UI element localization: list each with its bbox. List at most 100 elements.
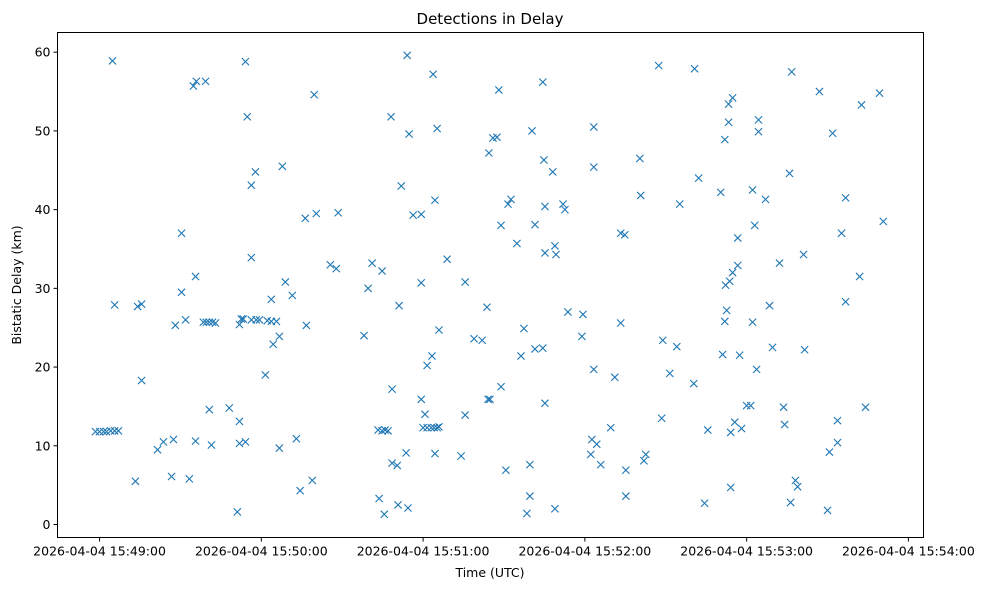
data-point [484, 148, 493, 157]
y-tick-label: 0 [43, 517, 51, 532]
data-point [791, 476, 800, 485]
x-tick-label: 2026-04-04 15:52:00 [518, 544, 651, 559]
data-point [252, 315, 261, 324]
data-point [189, 82, 198, 91]
data-point [433, 124, 442, 133]
data-point [658, 336, 667, 345]
data-point [512, 239, 521, 248]
data-point [761, 195, 770, 204]
data-point [530, 344, 539, 353]
data-point [177, 229, 186, 238]
data-point [153, 445, 162, 454]
data-point [99, 427, 108, 436]
data-point [636, 191, 645, 200]
data-point [292, 434, 301, 443]
data-point [861, 403, 870, 412]
data-point [278, 162, 287, 171]
data-point [525, 460, 534, 469]
data-point [375, 494, 384, 503]
data-point [235, 439, 244, 448]
data-point [497, 221, 506, 230]
data-point [672, 342, 681, 351]
data-point [516, 352, 525, 361]
data-point [378, 267, 387, 276]
data-point [560, 205, 569, 214]
y-tick-label: 40 [35, 202, 51, 217]
data-point [494, 85, 503, 94]
data-point [364, 284, 373, 293]
data-point [247, 181, 256, 190]
data-point [368, 259, 377, 268]
data-point [855, 272, 864, 281]
data-point [563, 307, 572, 316]
data-point [577, 332, 586, 341]
data-point [247, 253, 256, 262]
data-point [378, 426, 387, 435]
data-point [429, 70, 438, 79]
data-point [332, 264, 341, 273]
data-point [281, 278, 290, 287]
data-point [423, 361, 432, 370]
data-point [417, 278, 426, 287]
data-point [746, 401, 755, 410]
data-point [191, 437, 200, 446]
data-point [308, 476, 317, 485]
data-point [785, 169, 794, 178]
data-point [360, 331, 369, 340]
data-point [275, 444, 284, 453]
data-point [589, 163, 598, 172]
data-point [754, 127, 763, 136]
data-point [589, 122, 598, 131]
data-point [722, 306, 731, 315]
data-point [578, 310, 587, 319]
data-point [800, 345, 809, 354]
data-point [403, 51, 412, 60]
data-point [550, 504, 559, 513]
data-point [241, 57, 250, 66]
data-point [108, 56, 117, 65]
data-point [275, 332, 284, 341]
data-point [525, 492, 534, 501]
data-point [470, 334, 479, 343]
data-point [427, 423, 436, 432]
data-point [388, 385, 397, 394]
data-point [786, 498, 795, 507]
data-point [589, 365, 598, 374]
data-point [381, 426, 390, 435]
data-point [780, 420, 789, 429]
data-point [296, 486, 305, 495]
data-point [657, 414, 666, 423]
data-point [641, 450, 650, 459]
data-point [192, 77, 201, 86]
data-point [181, 315, 190, 324]
data-point [267, 295, 276, 304]
data-point [841, 297, 850, 306]
data-point [261, 370, 270, 379]
data-point [879, 217, 888, 226]
data-point [596, 460, 605, 469]
data-point [430, 449, 439, 458]
y-tick-label: 10 [35, 438, 51, 453]
data-point [420, 410, 429, 419]
data-point [540, 202, 549, 211]
data-point [559, 200, 568, 209]
data-point [748, 185, 757, 194]
data-point [237, 315, 246, 324]
data-point [235, 320, 244, 329]
data-point [689, 379, 698, 388]
data-point [417, 210, 426, 219]
data-point [433, 423, 442, 432]
data-point [733, 261, 742, 270]
data-point [616, 229, 625, 238]
data-point [540, 248, 549, 257]
data-point [492, 133, 501, 142]
data-point [251, 167, 260, 176]
y-axis-label: Bistatic Delay (km) [9, 225, 24, 344]
x-tick-label: 2026-04-04 15:54:00 [842, 544, 975, 559]
data-point [207, 441, 216, 449]
data-point [133, 302, 142, 311]
data-point [478, 336, 487, 345]
data-point [483, 303, 491, 312]
data-point [131, 477, 140, 486]
